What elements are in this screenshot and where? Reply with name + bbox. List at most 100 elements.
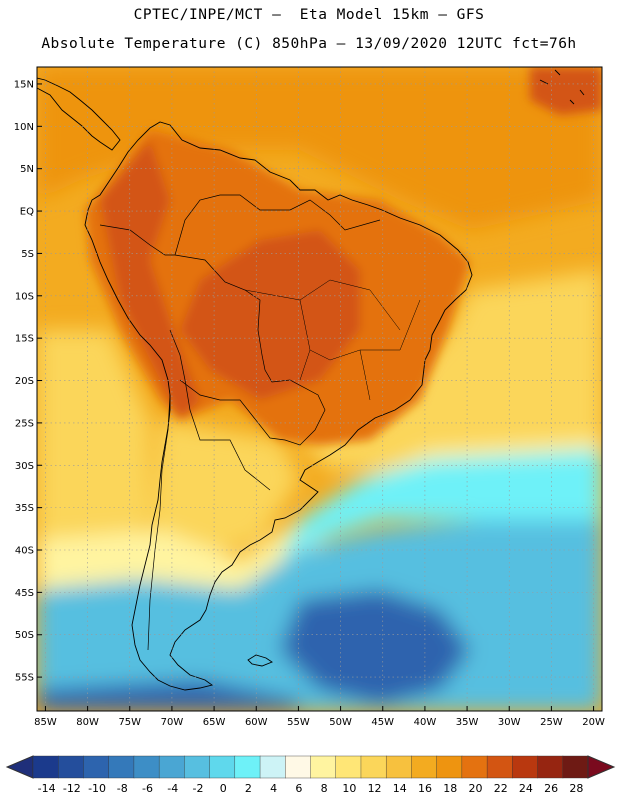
colorbar-label: 6 [295,782,303,795]
border-argentina-chile [147,394,171,651]
axis-ticks: 15N 10N 5N EQ 5S 10S 15S 20S 25S 30S 35S 40S 45S 50S 5… [14,79,605,728]
colorbar [5,755,616,779]
colorbar-label: 10 [342,782,357,795]
border-bolivia-chile [169,329,271,491]
field-caribbean-hot [530,67,602,115]
longitude-label: 55W [287,717,310,728]
border-brazil-states [244,279,421,401]
field-tropical-warm [37,67,602,230]
colorbar-label: 28 [569,782,584,795]
field-deep-cold-south [37,680,300,711]
colorbar-swatch [83,755,110,779]
central-america-coastline [37,77,121,151]
colorbar-swatch [133,755,160,779]
colorbar-label: 22 [493,782,508,795]
longitude-label: 30W [498,717,521,728]
colorbar-swatch [209,755,236,779]
latitude-label: 5S [21,249,34,260]
colorbar-swatch [234,755,261,779]
field-cold-front [280,450,602,560]
colorbar-swatch [562,755,589,779]
latitude-label: 15N [14,79,34,90]
map-title-line-1: CPTEC/INPE/MCT – Eta Model 15km – GFS [133,7,485,23]
longitude-label: 80W [76,717,99,728]
colorbar-label: 8 [320,782,328,795]
longitude-label: 65W [203,717,226,728]
colorbar-swatch [184,755,211,779]
country-borders [99,194,421,651]
colorbar-swatch [385,755,412,779]
colorbar-label: -10 [88,782,107,795]
colorbar-swatch [108,755,135,779]
colorbar-swatch [32,755,59,779]
latitude-label: 20S [15,376,34,387]
latitude-label: 10S [15,291,34,302]
caribbean-islands [539,69,585,105]
colorbar-label: -4 [167,782,179,795]
border-brazil-north [174,194,381,256]
colorbar-swatch [285,755,312,779]
border-peru-colombia [99,224,175,256]
colorbar-swatch [537,755,564,779]
colorbar-label: 20 [468,782,483,795]
latitude-label: 5N [20,164,34,175]
map-frame [36,66,603,712]
temperature-field [37,67,602,711]
colorbar-swatch [486,755,513,779]
field-subtropical-argentina [150,420,300,560]
south-america-coastline [84,121,473,691]
colorbar-label: -12 [62,782,81,795]
longitude-label: 85W [34,717,57,728]
colorbar-label: 0 [219,782,227,795]
colorbar-label: -8 [116,782,128,795]
longitude-label: 60W [245,717,268,728]
latitude-label: 30S [15,461,34,472]
longitude-label: 25W [540,717,563,728]
colorbar-low-arrow [5,755,34,779]
longitude-label: 35W [456,717,479,728]
graticule [37,67,602,711]
longitude-label: 45W [371,717,394,728]
colorbar-swatch [158,755,185,779]
colorbar-high-arrow [587,755,616,779]
colorbar-label: 18 [443,782,458,795]
colorbar-swatch [436,755,463,779]
field-andes-hot [100,140,200,420]
coastlines [37,69,585,691]
longitude-label: 40W [414,717,437,728]
falkland-islands [247,654,273,667]
latitude-label: 40S [15,546,34,557]
colorbar-label: 24 [518,782,533,795]
map-title-line-2: Absolute Temperature (C) 850hPa – 13/09/… [41,36,577,52]
latitude-label: 35S [15,503,34,514]
colorbar-label: 2 [244,782,252,795]
colorbar-swatch [360,755,387,779]
colorbar-swatch [411,755,438,779]
field-subtropical-pacific [37,330,150,560]
border-brazil-west [174,254,326,446]
latitude-label: 55S [15,673,34,684]
latitude-label: 50S [15,630,34,641]
colorbar-label: -2 [192,782,204,795]
longitude-label: 75W [118,717,141,728]
colorbar-swatch [461,755,488,779]
colorbar-label: -14 [37,782,56,795]
latitude-label: EQ [20,207,34,218]
latitude-label: 15S [15,334,34,345]
longitude-label: 70W [161,717,184,728]
longitude-label: 50W [329,717,352,728]
colorbar-label: 12 [367,782,382,795]
longitude-label: 20W [582,717,605,728]
colorbar-swatch [259,755,286,779]
field-land-hot-core [180,230,360,400]
colorbar-swatch [512,755,539,779]
colorbar-label: 14 [392,782,407,795]
latitude-label: 45S [15,588,34,599]
colorbar-swatch [58,755,84,779]
colorbar-label: 16 [418,782,433,795]
colorbar-swatch [310,755,337,779]
colorbar-label: -6 [142,782,153,795]
colorbar-label: 26 [544,782,559,795]
latitude-label: 10N [14,122,34,133]
